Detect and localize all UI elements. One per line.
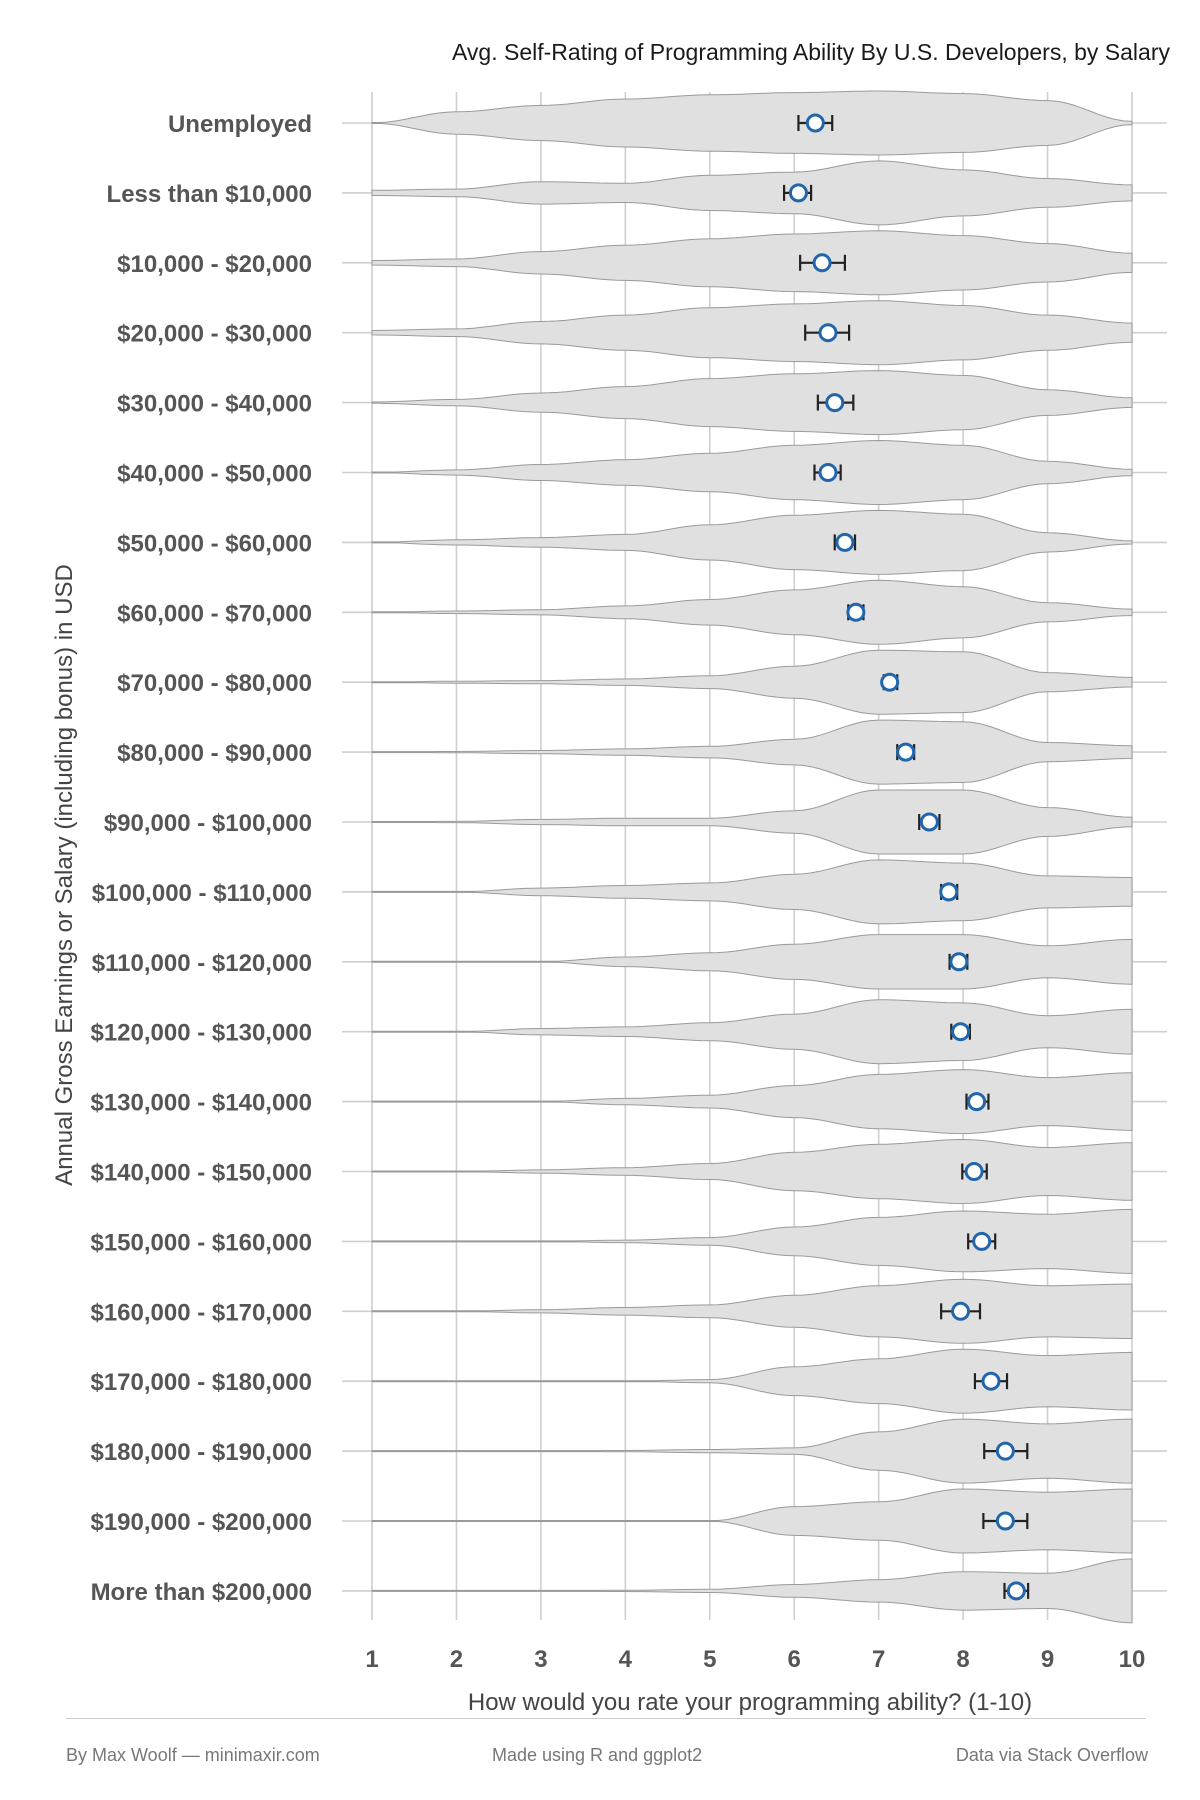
mean-marker bbox=[995, 1511, 1015, 1531]
y-axis-title: Annual Gross Earnings or Salary (includi… bbox=[51, 564, 78, 1186]
x-tick-label: 9 bbox=[1041, 1646, 1054, 1673]
category-label: $140,000 - $150,000 bbox=[90, 1160, 312, 1187]
footer-source: Data via Stack Overflow bbox=[955, 1745, 1148, 1765]
category-label: $20,000 - $30,000 bbox=[117, 321, 312, 348]
mean-marker bbox=[818, 463, 838, 482]
violin-shape bbox=[371, 1138, 1133, 1205]
category-label: $190,000 - $200,000 bbox=[90, 1509, 312, 1536]
violin-shape bbox=[371, 1208, 1133, 1274]
category-label: Less than $10,000 bbox=[107, 181, 312, 208]
mean-marker bbox=[880, 672, 900, 692]
category-label: $70,000 - $80,000 bbox=[117, 670, 312, 697]
violins bbox=[371, 90, 1133, 1624]
mean-marker bbox=[835, 532, 855, 552]
category-label: $130,000 - $140,000 bbox=[90, 1090, 312, 1117]
category-label: $120,000 - $130,000 bbox=[90, 1020, 312, 1047]
mean-marker bbox=[972, 1231, 992, 1251]
violin-shape bbox=[371, 370, 1133, 436]
mean-marker bbox=[964, 1162, 984, 1181]
violin-shape bbox=[371, 90, 1133, 156]
violin-shape bbox=[371, 1278, 1133, 1344]
violin-shape bbox=[371, 1069, 1133, 1135]
x-tick-label: 10 bbox=[1119, 1646, 1146, 1673]
x-tick-label: 8 bbox=[956, 1646, 969, 1673]
footer-credit: By Max Woolf — minimaxir.com bbox=[66, 1745, 320, 1765]
violin-shape bbox=[371, 1418, 1133, 1484]
x-tick-label: 3 bbox=[534, 1646, 547, 1673]
mean-marker bbox=[939, 882, 959, 902]
category-label: $90,000 - $100,000 bbox=[104, 810, 312, 837]
category-label: $10,000 - $20,000 bbox=[117, 251, 312, 278]
category-label: $100,000 - $110,000 bbox=[92, 880, 312, 907]
x-tick-label: 7 bbox=[872, 1646, 885, 1673]
mean-marker bbox=[805, 113, 825, 133]
category-labels: Unemployed Less than $10,000 $10,000 - $20… bbox=[90, 111, 312, 1606]
category-label: $110,000 - $120,000 bbox=[92, 950, 312, 977]
mean-marker bbox=[967, 1092, 987, 1112]
category-label: $50,000 - $60,000 bbox=[117, 530, 312, 557]
mean-marker bbox=[919, 812, 939, 832]
mean-marker bbox=[788, 183, 808, 203]
footer-divider bbox=[66, 1718, 1146, 1719]
category-label: $160,000 - $170,000 bbox=[90, 1299, 312, 1326]
mean-marker bbox=[1006, 1581, 1026, 1601]
violin-shape bbox=[371, 789, 1133, 855]
category-label: $150,000 - $160,000 bbox=[90, 1229, 312, 1256]
violin-shape bbox=[371, 1488, 1133, 1554]
violin-shape bbox=[371, 649, 1133, 715]
violin-shape bbox=[371, 1558, 1133, 1624]
mean-marker bbox=[949, 952, 969, 972]
x-tick-label: 1 bbox=[365, 1646, 378, 1673]
category-label: $180,000 - $190,000 bbox=[90, 1439, 312, 1466]
category-label: More than $200,000 bbox=[91, 1579, 312, 1606]
violin-shape bbox=[371, 999, 1133, 1065]
violin-shape bbox=[371, 1348, 1133, 1414]
category-label: $80,000 - $90,000 bbox=[117, 740, 312, 767]
category-label: $60,000 - $70,000 bbox=[117, 600, 312, 627]
mean-marker bbox=[846, 602, 866, 622]
mean-marker bbox=[818, 323, 838, 343]
x-tick-label: 4 bbox=[619, 1646, 633, 1673]
footer-tools: Made using R and ggplot2 bbox=[492, 1745, 703, 1765]
violin-shape bbox=[371, 160, 1133, 226]
violin-shape bbox=[371, 509, 1133, 575]
category-label: $170,000 - $180,000 bbox=[90, 1369, 312, 1396]
mean-marker bbox=[825, 393, 845, 413]
mean-markers bbox=[788, 113, 1026, 1601]
violin-shape bbox=[371, 230, 1133, 296]
mean-marker bbox=[812, 253, 832, 273]
violin-shape bbox=[371, 859, 1133, 925]
violin-shape bbox=[371, 719, 1133, 785]
x-tick-label: 6 bbox=[788, 1646, 801, 1673]
category-label: $40,000 - $50,000 bbox=[117, 461, 312, 488]
chart-title: Avg. Self-Rating of Programming Ability … bbox=[452, 39, 1170, 65]
violin-shape bbox=[371, 300, 1133, 366]
mean-marker bbox=[951, 1301, 971, 1321]
x-tick-label: 5 bbox=[703, 1646, 716, 1673]
mean-marker bbox=[981, 1371, 1001, 1391]
mean-marker bbox=[951, 1022, 971, 1042]
category-label: Unemployed bbox=[168, 111, 312, 138]
mean-marker bbox=[995, 1441, 1015, 1461]
violin-shape bbox=[371, 439, 1133, 506]
x-tick-labels: 1 2 3 4 5 6 7 8 9 10 bbox=[365, 1646, 1145, 1673]
x-axis-title: How would you rate your programming abil… bbox=[468, 1689, 1032, 1716]
mean-marker bbox=[896, 742, 916, 762]
x-tick-label: 2 bbox=[450, 1646, 463, 1673]
category-label: $30,000 - $40,000 bbox=[117, 391, 312, 418]
violin-shape bbox=[371, 579, 1133, 645]
violin-shape bbox=[371, 934, 1133, 990]
